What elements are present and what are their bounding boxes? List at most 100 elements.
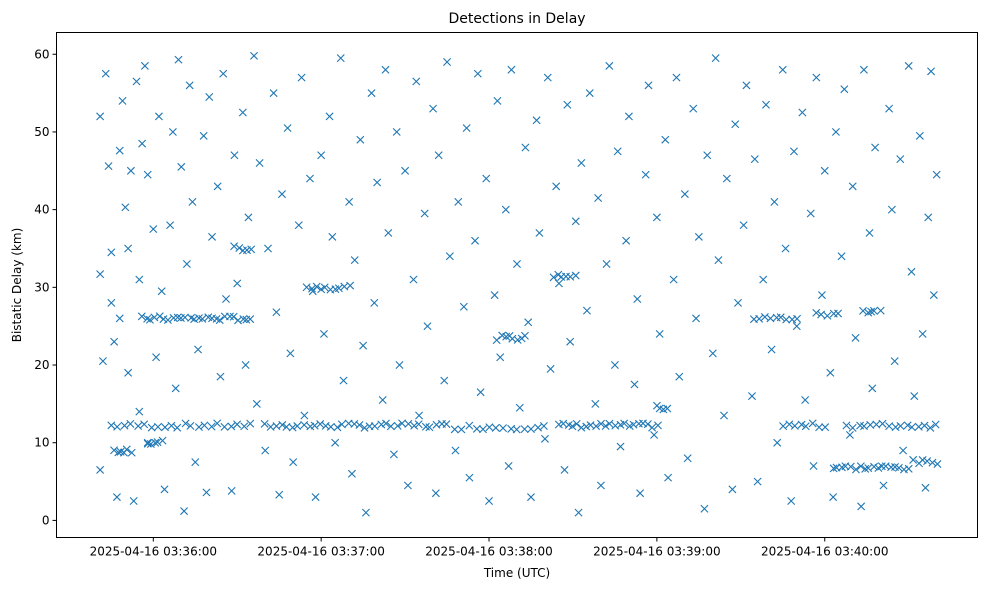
data-point-marker [152,353,161,362]
data-point-marker [899,446,908,455]
data-point-marker [202,488,211,497]
data-point-marker [347,469,356,478]
data-point-marker [932,170,941,179]
data-point-marker [465,473,474,482]
data-point-marker [478,425,487,434]
data-point-marker [350,419,359,428]
data-point-marker [138,139,147,148]
data-point-marker [310,421,319,430]
data-point-marker [571,271,580,280]
data-point-marker [915,131,924,140]
data-point-marker [572,419,581,428]
data-point-marker [620,419,629,428]
data-point-marker [602,260,611,269]
data-point-marker [167,421,176,430]
data-point-marker [272,308,281,317]
data-point-marker [812,73,821,82]
data-point-marker [655,329,664,338]
data-point-marker [154,112,163,121]
data-point-marker [909,455,918,464]
data-point-marker [215,316,224,325]
data-point-marker [591,399,600,408]
data-point-marker [482,174,491,183]
data-point-marker [96,112,105,121]
x-tick-label: 2025-04-16 03:37:00 [257,545,384,559]
data-point-marker [465,421,474,430]
data-point-marker [473,69,482,78]
data-point-marker [870,462,879,471]
data-point-marker [135,275,144,284]
data-point-marker [462,124,471,133]
data-point-marker [692,314,701,323]
data-point-marker [782,315,791,324]
data-point-marker [247,245,256,254]
data-point-marker [526,425,535,433]
data-point-marker [864,308,873,317]
data-point-marker [320,283,329,292]
data-point-marker [378,395,387,404]
data-point-marker [425,423,434,432]
data-point-marker [398,419,407,428]
data-point-marker [689,104,698,113]
data-point-marker [186,421,195,430]
data-point-marker [574,508,583,517]
data-point-marker [753,477,762,486]
data-point-marker [143,170,152,179]
data-point-marker [921,483,930,492]
data-point-marker [423,322,432,331]
data-point-marker [220,422,229,431]
data-point-marker [546,364,555,373]
data-point-marker [112,493,121,502]
data-point-marker [246,419,255,428]
data-point-marker [305,174,314,183]
data-point-marker [300,420,309,429]
data-point-marker [543,73,552,82]
data-point-marker [182,260,191,269]
data-point-marker [851,333,860,342]
data-point-marker [153,438,162,447]
data-point-marker [829,464,838,473]
data-point-marker [98,357,107,366]
data-point-marker [135,407,144,416]
data-point-marker [377,420,386,429]
data-point-marker [302,283,311,292]
data-point-marker [143,439,152,448]
data-point-marker [429,104,438,113]
data-point-marker [648,423,657,432]
data-point-marker [773,438,782,447]
data-point-marker [857,502,866,511]
data-point-marker [115,146,124,155]
data-point-marker [821,423,830,432]
data-point-marker [325,112,334,121]
data-point-marker [890,357,899,366]
data-point-marker [200,421,209,430]
x-axis: 2025-04-16 03:36:00 2025-04-16 03:37:00 20… [90,537,888,559]
data-point-marker [491,423,500,432]
data-point-marker [789,147,798,156]
data-point-marker [933,460,942,469]
y-tick-label: 10 [34,436,49,450]
data-point-marker [239,315,248,324]
data-point-marker [907,267,916,276]
data-point-marker [490,291,499,300]
data-point-marker [101,69,110,78]
data-point-marker [286,349,295,358]
data-point-marker [806,209,815,218]
data-point-marker [339,376,348,385]
data-point-marker [300,411,309,420]
data-point-marker [264,244,272,253]
data-point-marker [191,458,200,467]
data-point-marker [683,454,692,463]
data-point-marker [409,275,418,284]
data-point-marker [641,170,650,179]
data-point-marker [798,108,807,117]
data-point-marker [161,423,169,432]
data-point-marker [472,424,481,433]
plot-frame [56,32,978,538]
data-point-marker [834,309,843,318]
data-point-marker [334,284,343,293]
data-point-marker [360,423,369,432]
data-point-marker [714,256,723,265]
data-point-marker [650,430,659,439]
data-point-marker [776,313,785,322]
